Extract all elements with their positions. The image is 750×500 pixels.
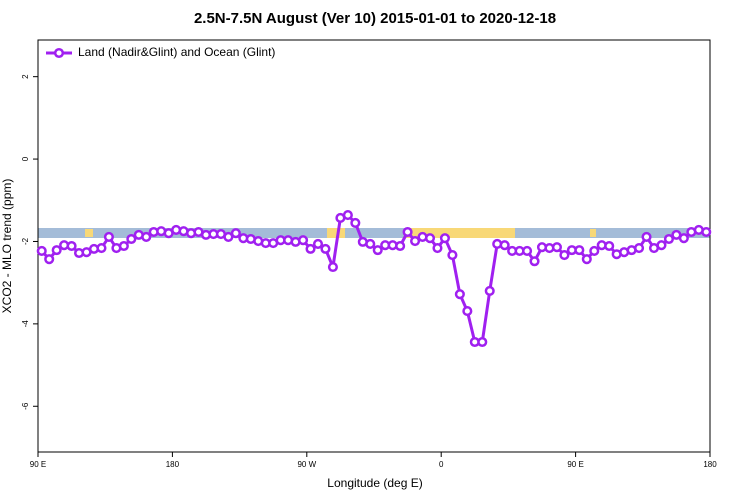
point xyxy=(230,228,241,239)
point xyxy=(410,236,421,247)
point xyxy=(424,233,436,244)
point xyxy=(432,243,443,254)
point xyxy=(454,289,465,300)
plot-frame xyxy=(37,39,711,453)
point xyxy=(462,306,473,317)
y-tick-label: 0 xyxy=(21,156,30,161)
land-patch xyxy=(85,229,93,237)
point xyxy=(44,254,55,265)
point xyxy=(484,285,495,296)
point xyxy=(559,250,570,261)
point xyxy=(589,245,600,256)
point xyxy=(365,238,376,249)
land-patch xyxy=(327,228,345,238)
point xyxy=(663,233,674,245)
point xyxy=(678,233,689,244)
land-mask xyxy=(38,228,710,238)
x-tick-label: 0 xyxy=(439,460,444,469)
land-patch xyxy=(590,229,596,237)
x-tick-label: 180 xyxy=(703,460,717,469)
point xyxy=(36,245,47,256)
y-tick-label: -2 xyxy=(21,237,30,245)
y-axis-label: XCO2 - MLO trend (ppm) xyxy=(0,179,14,314)
x-tick-label: 90 E xyxy=(567,460,583,469)
point xyxy=(701,226,712,238)
point xyxy=(574,245,585,256)
point xyxy=(641,231,652,242)
point xyxy=(499,240,510,251)
point xyxy=(342,210,353,221)
point xyxy=(320,243,331,254)
x-tick-label: 180 xyxy=(166,460,180,469)
point xyxy=(350,217,361,228)
point xyxy=(305,243,316,254)
point xyxy=(51,245,62,256)
point xyxy=(372,245,383,256)
x-tick-label: 90 W xyxy=(297,460,316,469)
legend-label: Land (Nadir&Glint) and Ocean (Glint) xyxy=(78,45,275,59)
land-patch xyxy=(405,228,515,238)
legend-marker xyxy=(53,47,65,59)
point xyxy=(439,233,450,244)
y-tick-label: 2 xyxy=(21,74,30,79)
point xyxy=(402,226,413,238)
ocean-band xyxy=(38,228,710,238)
point xyxy=(656,240,667,251)
point xyxy=(103,231,114,242)
point xyxy=(118,240,129,252)
point xyxy=(312,238,324,249)
y-tick-label: -6 xyxy=(21,402,30,410)
point xyxy=(634,243,645,254)
point xyxy=(141,231,152,242)
point xyxy=(395,240,406,252)
point xyxy=(126,233,137,245)
point xyxy=(477,336,488,348)
point xyxy=(327,261,338,273)
y-tick-label: -4 xyxy=(21,320,30,328)
x-axis-label: Longitude (deg E) xyxy=(327,476,422,490)
point xyxy=(96,243,107,254)
point xyxy=(551,242,562,253)
chart-title: 2.5N-7.5N August (Ver 10) 2015-01-01 to … xyxy=(194,10,556,27)
x-tick-label: 90 E xyxy=(30,460,46,469)
point xyxy=(522,245,533,256)
point xyxy=(447,250,458,261)
point xyxy=(223,231,234,242)
point xyxy=(298,235,309,246)
point xyxy=(66,240,77,252)
point xyxy=(581,254,592,265)
point xyxy=(529,256,540,267)
point xyxy=(604,240,615,252)
